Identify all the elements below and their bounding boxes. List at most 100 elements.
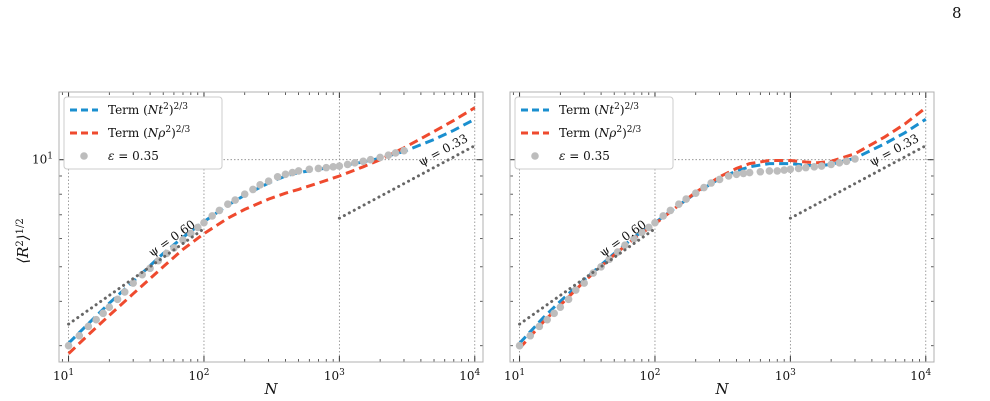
right-epsilon-point bbox=[638, 228, 646, 237]
right-epsilon-point bbox=[515, 341, 524, 350]
right-epsilon-point bbox=[786, 165, 795, 174]
right-epsilon-point bbox=[851, 155, 859, 163]
right-epsilon-point bbox=[700, 183, 708, 192]
right-epsilon-point bbox=[666, 206, 675, 215]
left-term-nrho2-line bbox=[67, 106, 476, 355]
right-axes-frame bbox=[509, 91, 935, 363]
right-epsilon-point bbox=[550, 309, 558, 318]
left-epsilon-point bbox=[376, 153, 384, 162]
left-epsilon-point bbox=[138, 270, 147, 279]
right-epsilon-point bbox=[526, 331, 535, 340]
left-psi-060-line bbox=[67, 227, 206, 326]
left-epsilon-point bbox=[351, 159, 359, 167]
right-epsilon-point bbox=[630, 234, 638, 243]
left-epsilon-point bbox=[249, 185, 257, 194]
left-x-axis-label: N bbox=[263, 380, 278, 398]
left-epsilon-point bbox=[200, 218, 208, 227]
right-epsilon-point bbox=[802, 163, 810, 172]
left-epsilon-point bbox=[329, 163, 337, 171]
left-epsilon-point bbox=[64, 341, 73, 350]
left-legend-epsilon-label: ε = 0.35 bbox=[108, 149, 159, 163]
right-legend-epsilon-marker bbox=[531, 152, 539, 160]
right-epsilon-point bbox=[827, 160, 835, 169]
right-epsilon-point bbox=[835, 159, 844, 167]
left-legend: Term (Nt2)2/3 Term (Nρ2)2/3 ε = 0.35 bbox=[63, 96, 223, 170]
left-epsilon-point bbox=[99, 309, 107, 318]
right-psi-060-line bbox=[518, 227, 657, 326]
left-epsilon-point bbox=[208, 212, 216, 220]
left-epsilon-point bbox=[92, 315, 100, 324]
right-psi-060-label: ψ = 0.60 bbox=[597, 217, 649, 259]
left-epsilon-point bbox=[273, 173, 282, 181]
right-epsilon-point bbox=[543, 315, 551, 324]
left-epsilon-point bbox=[359, 157, 368, 166]
right-epsilon-point bbox=[780, 166, 788, 174]
left-x-tick-label: 103 bbox=[324, 368, 345, 383]
right-x-tick-label: 101 bbox=[504, 368, 525, 383]
left-legend-epsilon-marker bbox=[80, 152, 88, 160]
right-epsilon-point bbox=[842, 157, 851, 166]
right-epsilon-point bbox=[580, 279, 588, 287]
right-chart-panel: 101 102 103 104 ψ = 0.60ψ = 0.33 N Term (Nt… bbox=[504, 91, 935, 398]
left-epsilon-point bbox=[240, 190, 249, 198]
left-epsilon-point bbox=[366, 155, 375, 164]
left-epsilon-point bbox=[264, 177, 273, 186]
right-epsilon-point bbox=[732, 170, 741, 179]
left-epsilon-point bbox=[113, 295, 122, 304]
left-epsilon-point bbox=[294, 167, 303, 175]
right-psi-033-line bbox=[788, 144, 928, 220]
right-epsilon-point bbox=[773, 167, 782, 175]
right-epsilon-point bbox=[621, 241, 629, 250]
right-legend-term-nt2-label: Term (Nt2)2/3 bbox=[559, 102, 639, 117]
left-epsilon-point bbox=[322, 163, 331, 172]
right-epsilon-point bbox=[794, 164, 803, 173]
right-legend-epsilon-label: ε = 0.35 bbox=[559, 149, 610, 163]
right-epsilon-point bbox=[571, 286, 580, 294]
left-psi-033-line bbox=[337, 144, 477, 220]
left-epsilon-point bbox=[335, 162, 344, 170]
right-epsilon-point bbox=[644, 223, 653, 232]
right-epsilon-point bbox=[651, 218, 659, 227]
right-x-axis-label: N bbox=[714, 380, 729, 398]
left-legend-term-nt2-label: Term (Nt2)2/3 bbox=[108, 102, 188, 117]
right-epsilon-point bbox=[739, 169, 748, 178]
left-x-tick-label: 104 bbox=[459, 368, 480, 383]
right-epsilon-point bbox=[556, 303, 565, 311]
right-x-tick-label: 103 bbox=[775, 368, 796, 383]
right-epsilon-point bbox=[756, 167, 765, 176]
right-epsilon-point bbox=[765, 167, 774, 175]
page-number: 8 bbox=[952, 4, 962, 22]
left-epsilon-point bbox=[179, 236, 187, 244]
right-epsilon-point bbox=[715, 175, 724, 184]
left-epsilon-point bbox=[231, 196, 239, 204]
right-epsilon-point bbox=[691, 189, 700, 198]
right-epsilon-point bbox=[535, 322, 544, 331]
right-epsilon-point bbox=[605, 255, 614, 264]
left-plot-area bbox=[64, 106, 477, 355]
right-epsilon-point bbox=[659, 212, 667, 220]
left-epsilon-point bbox=[120, 288, 129, 296]
right-epsilon-point bbox=[810, 163, 819, 171]
left-epsilon-point bbox=[75, 331, 84, 340]
left-epsilon-point bbox=[391, 149, 400, 157]
left-epsilon-point bbox=[256, 181, 264, 189]
right-legend: Term (Nt2)2/3 Term (Nρ2)2/3 ε = 0.35 bbox=[514, 96, 674, 170]
right-x-tick-label: 104 bbox=[910, 368, 931, 383]
right-x-tick-label: 102 bbox=[639, 368, 660, 383]
left-epsilon-point bbox=[224, 200, 232, 208]
left-psi-060-label: ψ = 0.60 bbox=[146, 217, 198, 259]
left-epsilon-point bbox=[129, 279, 137, 287]
left-epsilon-point bbox=[384, 151, 393, 159]
left-epsilon-point bbox=[187, 229, 195, 238]
left-y-axis-label: ⟨R2⟩1/2 bbox=[14, 218, 32, 263]
right-epsilon-point bbox=[745, 168, 754, 177]
left-epsilon-point bbox=[314, 164, 323, 173]
left-epsilon-point bbox=[343, 160, 352, 169]
right-epsilon-point bbox=[707, 179, 715, 187]
left-epsilon-point bbox=[193, 223, 202, 232]
left-epsilon-point bbox=[215, 206, 224, 215]
left-epsilon-point bbox=[305, 165, 314, 174]
left-epsilon-point bbox=[400, 146, 408, 155]
